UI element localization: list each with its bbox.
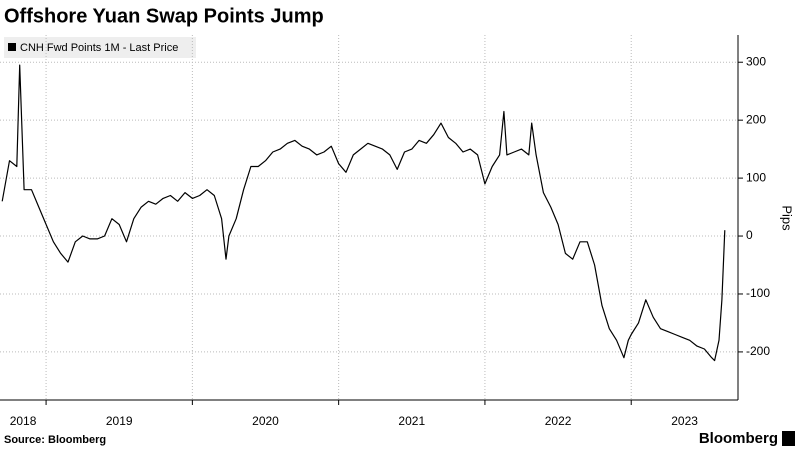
x-tick-label: 2019 — [106, 414, 133, 428]
y-tick-label: 100 — [746, 170, 766, 184]
y-tick-label: 200 — [746, 112, 766, 126]
source: Source: Bloomberg — [4, 434, 106, 446]
y-tick-label: -200 — [746, 344, 770, 358]
brand: Bloomberg — [699, 430, 778, 447]
legend-box — [4, 37, 196, 58]
x-tick-label: 2020 — [252, 414, 279, 428]
x-tick-label: 2023 — [671, 414, 698, 428]
x-tick-label: 2022 — [545, 414, 572, 428]
y-tick-label: 0 — [746, 228, 753, 242]
legend-label: CNH Fwd Points 1M - Last Price — [20, 42, 178, 54]
series-line — [1, 64, 726, 362]
brand-icon — [782, 431, 795, 446]
y-axis-label: Pips — [780, 205, 795, 231]
x-tick-label: 2021 — [398, 414, 425, 428]
x-tick-label: 2018 — [10, 414, 37, 428]
legend-swatch — [8, 43, 16, 51]
y-tick-label: 300 — [746, 54, 766, 68]
y-tick-label: -100 — [746, 286, 770, 300]
chart-title: Offshore Yuan Swap Points Jump — [4, 5, 324, 27]
